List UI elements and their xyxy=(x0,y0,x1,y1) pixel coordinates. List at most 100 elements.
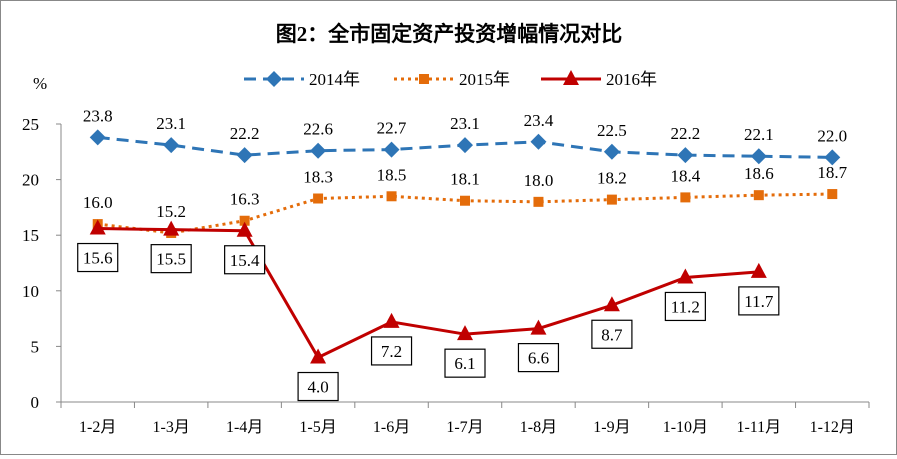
data-point xyxy=(236,221,253,237)
data-label-box xyxy=(77,242,119,273)
data-label: 18.1 xyxy=(450,170,480,189)
data-label: 18.0 xyxy=(524,171,554,190)
legend-marker xyxy=(266,71,282,87)
data-label: 18.6 xyxy=(744,164,774,183)
legend-label: 2015年 xyxy=(459,70,510,89)
y-tick-label: 25 xyxy=(22,115,39,134)
data-point xyxy=(680,192,691,203)
data-label: 22.0 xyxy=(817,126,847,145)
data-label: 15.6 xyxy=(83,249,113,268)
data-label-box xyxy=(150,244,192,274)
data-point xyxy=(603,143,620,160)
y-tick-label: 10 xyxy=(22,282,39,301)
data-point xyxy=(677,147,694,164)
data-point xyxy=(827,189,838,200)
data-label: 16.0 xyxy=(83,193,113,212)
data-point xyxy=(383,141,400,158)
x-tick-label: 1-12月 xyxy=(810,419,855,436)
data-point xyxy=(89,129,106,146)
data-point xyxy=(530,319,547,335)
data-point xyxy=(163,137,180,154)
data-label-box xyxy=(444,348,486,378)
data-label: 15.4 xyxy=(230,251,260,270)
data-label: 18.7 xyxy=(817,163,847,182)
data-label: 18.5 xyxy=(377,165,407,184)
data-point xyxy=(313,193,324,204)
data-label-box xyxy=(224,245,266,275)
x-tick-label: 1-9月 xyxy=(593,419,630,436)
data-label: 18.3 xyxy=(303,168,333,187)
data-label: 22.2 xyxy=(230,124,260,143)
data-label-box xyxy=(370,336,413,366)
data-label: 23.1 xyxy=(156,114,186,133)
x-tick-label: 1-5月 xyxy=(299,419,336,436)
data-label: 23.1 xyxy=(450,114,480,133)
x-tick-label: 1-10月 xyxy=(663,419,708,436)
y-tick-label: 0 xyxy=(31,393,40,412)
data-label: 22.6 xyxy=(303,120,333,139)
data-label: 4.0 xyxy=(307,378,328,397)
data-label: 7.2 xyxy=(381,342,402,361)
data-point xyxy=(824,149,841,166)
series-line-2016年 xyxy=(97,227,759,360)
data-point xyxy=(750,148,767,165)
data-point xyxy=(750,262,767,278)
data-point xyxy=(457,137,473,154)
x-tick-label: 1-11月 xyxy=(736,419,781,436)
data-label: 23.4 xyxy=(524,111,554,130)
data-label-box xyxy=(517,343,560,373)
x-tick-label: 1-4月 xyxy=(226,419,263,436)
data-label: 22.7 xyxy=(377,119,407,138)
data-point xyxy=(460,195,470,206)
chart-title: 图2：全市固定资产投资增幅情况对比 xyxy=(276,22,623,46)
y-tick-label: 5 xyxy=(31,337,40,356)
data-label-box xyxy=(591,319,633,349)
data-label: 22.1 xyxy=(744,125,774,144)
data-label: 23.8 xyxy=(83,106,113,125)
data-point xyxy=(163,220,180,236)
legend-label: 2016年 xyxy=(606,70,657,89)
data-point xyxy=(533,196,544,207)
data-point xyxy=(603,296,620,312)
x-tick-label: 1-3月 xyxy=(153,419,190,436)
data-point xyxy=(310,142,327,159)
data-point xyxy=(457,325,473,341)
x-tick-label: 1-8月 xyxy=(520,419,557,436)
data-label: 18.4 xyxy=(670,166,700,185)
y-tick-label: 20 xyxy=(22,171,39,190)
data-point xyxy=(677,268,694,284)
data-point xyxy=(753,190,764,201)
data-label-box xyxy=(297,371,339,402)
data-label: 11.2 xyxy=(671,297,700,316)
data-point xyxy=(89,219,106,235)
data-label: 18.2 xyxy=(597,169,627,188)
x-tick-label: 1-6月 xyxy=(373,419,410,436)
data-label: 15.2 xyxy=(156,202,186,221)
data-label: 8.7 xyxy=(601,325,623,344)
data-label: 15.5 xyxy=(156,250,186,269)
data-point xyxy=(530,133,547,150)
legend-marker xyxy=(563,70,579,85)
data-label: 11.7 xyxy=(744,292,774,311)
data-point xyxy=(310,348,327,364)
data-point xyxy=(239,215,250,226)
data-label: 6.1 xyxy=(454,354,475,373)
data-point xyxy=(606,194,617,205)
data-point xyxy=(236,147,253,164)
data-label-box xyxy=(738,286,780,316)
x-tick-label: 1-7月 xyxy=(446,419,483,436)
data-label: 22.2 xyxy=(670,124,700,143)
data-label: 16.3 xyxy=(230,190,260,209)
data-label: 22.5 xyxy=(597,121,627,140)
data-point xyxy=(383,312,400,328)
data-label: 6.6 xyxy=(528,349,549,368)
legend-marker xyxy=(419,74,429,84)
data-point xyxy=(386,191,397,202)
y-axis-label: % xyxy=(33,74,47,93)
x-tick-label: 1-2月 xyxy=(79,419,116,436)
data-label-box xyxy=(664,291,706,322)
y-tick-label: 15 xyxy=(22,226,39,245)
legend-label: 2014年 xyxy=(309,70,360,89)
